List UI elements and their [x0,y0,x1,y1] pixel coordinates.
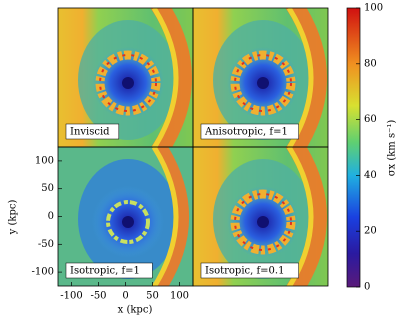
colorbar-tick-label: 100 [364,3,383,14]
outer-arc [285,8,327,147]
colorbar-tick-label: 60 [364,114,377,125]
outer-arc [150,8,192,147]
center [122,77,134,89]
x-axis-label: x (kpc) [118,305,153,316]
panel-label: Inviscid [70,127,110,138]
colorbar-tick-label: 80 [364,58,377,69]
ring-hot [234,54,292,112]
panel-label-box [200,123,299,140]
outer-arc [154,147,189,286]
x-tick-label: 0 [122,291,128,302]
x-tick-label: 50 [146,291,159,302]
ring-hot [234,193,292,251]
center [257,216,269,228]
y-tick-label: 50 [41,183,54,194]
y-tick-label: 0 [48,211,54,222]
outer-arc-inner [151,8,179,147]
outer-arc [285,147,327,286]
outer-arc-inner [151,147,179,286]
panel-label: Anisotropic, f=1 [204,127,288,138]
y-tick-label: -100 [32,267,54,278]
panel-label: Isotropic, f=1 [70,266,140,277]
panel [193,147,328,286]
colorbar-tick-label: 20 [364,226,377,237]
colorbar-label: σx (km s⁻¹) [387,120,398,177]
center [257,77,269,89]
center [122,216,134,228]
panel-label-box [65,262,153,279]
colorbar-tick-label: 0 [364,282,370,293]
ring [106,200,150,244]
x-tick-label: -50 [90,291,106,302]
panel-label-box [65,123,120,140]
x-tick-label: 100 [170,291,189,302]
panel-label: Isotropic, f=0.1 [205,266,284,277]
y-tick-label: -50 [38,239,54,250]
y-axis-label: y (kpc) [8,200,19,236]
panel-frame [192,146,329,287]
ring-hot [99,54,157,112]
colorbar-tick-label: 40 [364,170,377,181]
x-tick-label: -100 [60,291,82,302]
y-tick-label: 100 [35,155,54,166]
panel-label-box [200,262,299,279]
colorbar [346,7,361,288]
